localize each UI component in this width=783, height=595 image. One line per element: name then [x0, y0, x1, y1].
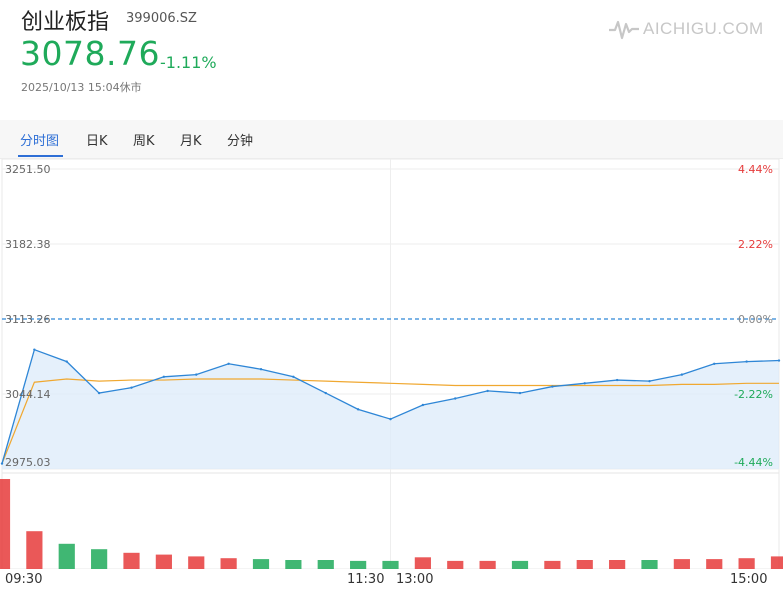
volume-bar-4 [123, 552, 140, 569]
y-tick-right-2: 0.00% [738, 313, 773, 326]
time-label-afternoon-open: 13:00 [396, 572, 434, 587]
volume-bar-7 [220, 558, 237, 569]
price-point-14 [454, 397, 457, 400]
site-logo: AICHIGU.COM [609, 14, 769, 44]
volume-bar-6 [188, 556, 205, 569]
volume-bar-0 [0, 479, 11, 569]
volume-bar-23 [738, 558, 755, 569]
price-point-19 [615, 378, 619, 382]
price-point-21 [680, 373, 684, 376]
chart-tabs: 分时图 日K 周K 月K 分钟 [0, 120, 783, 159]
volume-bar-14 [447, 560, 464, 569]
price-point-5 [162, 375, 166, 378]
volume-bar-20 [641, 560, 658, 569]
tab-monthly-k[interactable]: 月K [180, 134, 202, 149]
volume-bar-17 [544, 560, 561, 569]
price-point-1 [33, 348, 36, 351]
y-tick-left-1: 3182.38 [5, 238, 51, 251]
price-point-8 [259, 368, 263, 371]
y-tick-left-3: 3044.14 [5, 388, 51, 401]
tab-minute[interactable]: 分钟 [227, 134, 254, 149]
volume-bar-16 [511, 560, 529, 569]
volume-bar-2 [58, 543, 75, 569]
price-point-18 [583, 382, 586, 385]
volume-bar-8 [252, 559, 270, 569]
price-point-24 [777, 359, 781, 362]
y-tick-right-4: -4.44% [734, 456, 773, 469]
price-point-7 [227, 362, 230, 365]
volume-bar-24 [770, 556, 783, 569]
current-price: 3078.76 [20, 34, 160, 73]
volume-bar-19 [609, 560, 626, 569]
volume-bar-9 [285, 560, 302, 569]
volume-bar-10 [317, 560, 334, 569]
volume-bar-15 [479, 560, 496, 569]
y-tick-left-4: 2975.03 [5, 456, 51, 469]
price-point-16 [518, 391, 522, 395]
volume-bar-1 [26, 531, 43, 569]
price-point-11 [356, 408, 360, 411]
volume-bar-18 [576, 560, 593, 569]
tab-weekly-k[interactable]: 周K [133, 134, 155, 149]
price-point-9 [292, 375, 295, 378]
price-change-percent: -1.11% [160, 53, 217, 72]
price-point-4 [130, 386, 133, 389]
time-label-close: 15:00 [730, 572, 768, 587]
price-point-0 [0, 462, 4, 465]
price-point-20 [648, 379, 651, 383]
volume-bar-22 [706, 559, 723, 569]
price-point-17 [551, 385, 554, 388]
tab-intraday[interactable]: 分时图 [20, 134, 60, 149]
quote-header: 创业板指 399006.SZ 3078.76 -1.11% 2025/10/13… [0, 0, 783, 118]
price-point-2 [65, 360, 68, 363]
price-point-12 [389, 417, 392, 421]
index-code: 399006.SZ [126, 11, 197, 26]
volume-bar-12 [382, 560, 399, 569]
y-tick-right-1: 2.22% [738, 238, 773, 251]
pulse-logo-icon [609, 20, 639, 40]
y-tick-right-3: -2.22% [734, 388, 773, 401]
market-timestamp: 2025/10/13 15:04休市 [21, 81, 142, 94]
price-point-23 [745, 360, 748, 363]
active-tab-indicator [18, 155, 63, 157]
time-label-morning-close: 11:30 [347, 572, 385, 587]
index-name: 创业板指 [21, 10, 110, 35]
volume-bar-13 [414, 557, 431, 569]
y-tick-left-0: 3251.50 [5, 163, 51, 176]
volume-bar-5 [155, 554, 172, 569]
tab-daily-k[interactable]: 日K [86, 134, 108, 149]
volume-bar-21 [673, 559, 690, 569]
volume-bar-3 [91, 549, 108, 569]
price-point-15 [486, 389, 489, 393]
y-tick-left-2: 3113.26 [5, 313, 51, 326]
price-point-3 [97, 391, 101, 395]
volume-bar-11 [350, 560, 367, 569]
price-point-6 [195, 373, 198, 376]
logo-text: AICHIGU.COM [643, 19, 764, 38]
price-point-13 [421, 403, 425, 407]
average-price-line [1, 378, 779, 464]
price-point-10 [324, 391, 327, 395]
time-label-open: 09:30 [5, 572, 43, 587]
price-point-22 [713, 362, 716, 365]
intraday-chart[interactable]: 3251.50 3182.38 3113.26 3044.14 2975.03 4.44%… [0, 159, 783, 569]
y-tick-right-0: 4.44% [738, 163, 773, 176]
